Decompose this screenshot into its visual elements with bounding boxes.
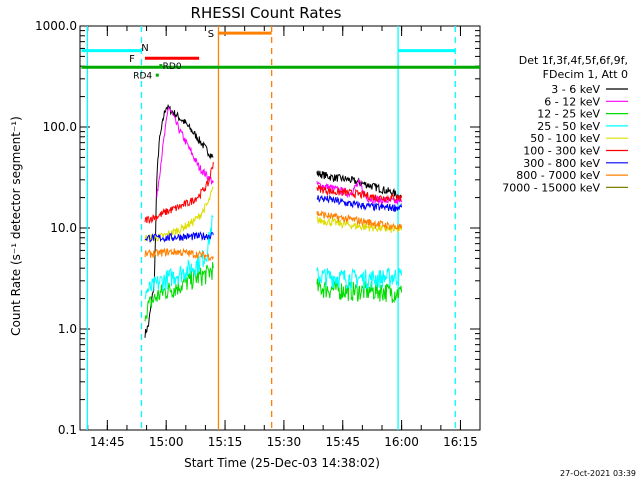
series-line [316, 215, 403, 233]
y-tick-label: 10.0 [50, 221, 77, 235]
y-tick-label: 1.0 [58, 322, 77, 336]
legend-entry-label: 25 - 50 keV [537, 120, 600, 133]
series-line [144, 262, 214, 322]
legend-entry-label: 3 - 6 keV [551, 83, 600, 96]
legend-entry-label: 100 - 300 keV [523, 145, 600, 158]
annotation-dot [155, 73, 159, 77]
annotation-label: RD0 [163, 62, 182, 72]
series-line [316, 267, 403, 291]
series-line [316, 278, 403, 304]
series-line [316, 178, 403, 206]
chart-title: RHESSI Count Rates [191, 4, 342, 22]
series-line [144, 161, 214, 225]
flag-label: N [141, 43, 148, 54]
annotation-label: RD4 [133, 72, 152, 82]
legend-entry-label: 6 - 12 keV [544, 95, 600, 108]
footer-date: 27-Oct-2021 03:39 [560, 469, 636, 478]
series-line [144, 186, 214, 243]
x-tick-label: 15:45 [325, 435, 360, 449]
y-axis-label: Count Rate (s⁻¹ detector segment⁻¹) [9, 116, 23, 336]
legend-entry-label: 50 - 100 keV [530, 132, 600, 145]
x-tick-label: 16:15 [443, 435, 478, 449]
x-tick-label: 14:45 [90, 435, 125, 449]
flag-label: F [129, 54, 135, 65]
y-tick-label: 100.0 [43, 120, 77, 134]
flag-label: S [208, 29, 214, 40]
series-line [144, 231, 214, 243]
legend-header: Det 1f,3f,4f,5f,6f,9f, [519, 54, 628, 67]
x-tick-label: 16:00 [384, 435, 419, 449]
series-line [144, 104, 214, 338]
legend-entry-label: 300 - 800 keV [523, 157, 600, 170]
series-line [156, 106, 214, 198]
y-tick-label: 0.1 [58, 423, 77, 437]
series-line [316, 210, 403, 231]
x-tick-label: 15:00 [149, 435, 184, 449]
x-tick-label: 15:30 [267, 435, 302, 449]
y-tick-label: 1000.0 [35, 19, 77, 33]
legend-header: FDecim 1, Att 0 [543, 68, 628, 81]
legend-entry-label: 7000 - 15000 keV [502, 181, 600, 194]
series-line [316, 184, 403, 203]
series-line [316, 194, 403, 213]
legend-entry-label: 12 - 25 keV [537, 108, 600, 121]
legend-entry-label: 800 - 7000 keV [516, 169, 600, 182]
series-line [144, 247, 214, 262]
x-axis-label: Start Time (25-Dec-03 14:38:02) [184, 456, 380, 470]
x-tick-label: 15:15 [208, 435, 243, 449]
annotation-dot [159, 64, 163, 68]
